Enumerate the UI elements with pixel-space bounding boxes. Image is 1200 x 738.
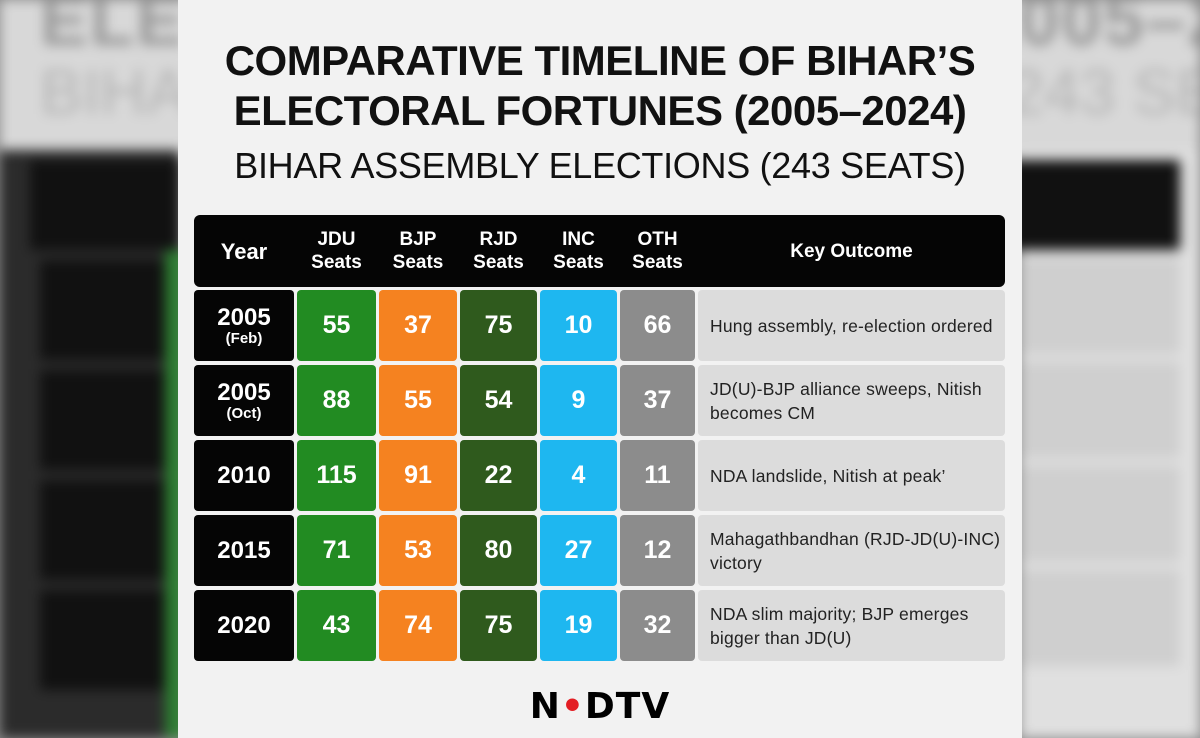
key-outcome: JD(U)-BJP alliance sweeps, Nitish become… xyxy=(698,365,1005,436)
jdu-seats: 71 xyxy=(297,515,376,586)
page-title: COMPARATIVE TIMELINE OF BIHAR’S ELECTORA… xyxy=(224,37,976,134)
jdu-seats: 55 xyxy=(297,290,376,361)
rjd-seats: 22 xyxy=(460,440,537,511)
year-cell: 2005 (Feb) xyxy=(194,290,294,361)
table-row: 2005 (Oct) 88 55 54 9 37 JD(U)-BJP allia… xyxy=(194,365,1005,436)
year-label: 2005 xyxy=(217,303,271,331)
rjd-seats: 75 xyxy=(460,290,537,361)
key-outcome: Mahagathbandhan (RJD-JD(U)-INC) victory xyxy=(698,515,1005,586)
oth-seats: 11 xyxy=(620,440,695,511)
table-header: Year JDU Seats BJP Seats RJD Seats INC S… xyxy=(194,215,1005,287)
bjp-seats: 37 xyxy=(379,290,457,361)
logo-right: DTV xyxy=(584,686,671,727)
jdu-seats: 88 xyxy=(297,365,376,436)
oth-seats: 37 xyxy=(620,365,695,436)
year-cell: 2010 xyxy=(194,440,294,511)
header-bjp: BJP Seats xyxy=(392,229,444,273)
inc-seats: 4 xyxy=(540,440,617,511)
year-label: 2005 xyxy=(217,378,271,406)
year-cell: 2005 (Oct) xyxy=(194,365,294,436)
jdu-seats: 115 xyxy=(297,440,376,511)
inc-seats: 9 xyxy=(540,365,617,436)
inc-seats: 10 xyxy=(540,290,617,361)
bjp-seats: 53 xyxy=(379,515,457,586)
oth-seats: 12 xyxy=(620,515,695,586)
year-label: 2015 xyxy=(217,536,271,564)
bjp-seats: 74 xyxy=(379,590,457,661)
header-inc: INC Seats xyxy=(553,229,604,273)
year-note: (Oct) xyxy=(226,404,262,422)
year-cell: 2015 xyxy=(194,515,294,586)
logo-left: N xyxy=(529,686,561,727)
header-jdu: JDU Seats xyxy=(311,229,362,273)
bjp-seats: 91 xyxy=(379,440,457,511)
oth-seats: 32 xyxy=(620,590,695,661)
infographic-card: COMPARATIVE TIMELINE OF BIHAR’S ELECTORA… xyxy=(178,0,1022,738)
header-oth: OTH Seats xyxy=(632,229,683,273)
table-row: 2010 115 91 22 4 11 NDA landslide, Nitis… xyxy=(194,440,1005,511)
inc-seats: 19 xyxy=(540,590,617,661)
header-outcome: Key Outcome xyxy=(790,240,913,262)
results-table: Year JDU Seats BJP Seats RJD Seats INC S… xyxy=(194,215,1005,667)
inc-seats: 27 xyxy=(540,515,617,586)
year-cell: 2020 xyxy=(194,590,294,661)
bjp-seats: 55 xyxy=(379,365,457,436)
key-outcome: NDA landslide, Nitish at peak’ xyxy=(698,440,1005,511)
rjd-seats: 75 xyxy=(460,590,537,661)
jdu-seats: 43 xyxy=(297,590,376,661)
logo-dot-icon: • xyxy=(560,686,585,727)
key-outcome: Hung assembly, re-election ordered xyxy=(698,290,1005,361)
header-rjd: RJD Seats xyxy=(473,229,524,273)
table-row: 2005 (Feb) 55 37 75 10 66 Hung assembly,… xyxy=(194,290,1005,361)
table-row: 2020 43 74 75 19 32 NDA slim majority; B… xyxy=(194,590,1005,661)
ndtv-logo: N•DTV xyxy=(178,686,1022,727)
page-subtitle: BIHAR ASSEMBLY ELECTIONS (243 SEATS) xyxy=(234,145,966,186)
year-label: 2020 xyxy=(217,611,271,639)
key-outcome: NDA slim majority; BJP emerges bigger th… xyxy=(698,590,1005,661)
oth-seats: 66 xyxy=(620,290,695,361)
rjd-seats: 54 xyxy=(460,365,537,436)
year-note: (Feb) xyxy=(225,329,263,347)
header-year: Year xyxy=(220,238,268,264)
rjd-seats: 80 xyxy=(460,515,537,586)
table-row: 2015 71 53 80 27 12 Mahagathbandhan (RJD… xyxy=(194,515,1005,586)
year-label: 2010 xyxy=(217,461,271,489)
